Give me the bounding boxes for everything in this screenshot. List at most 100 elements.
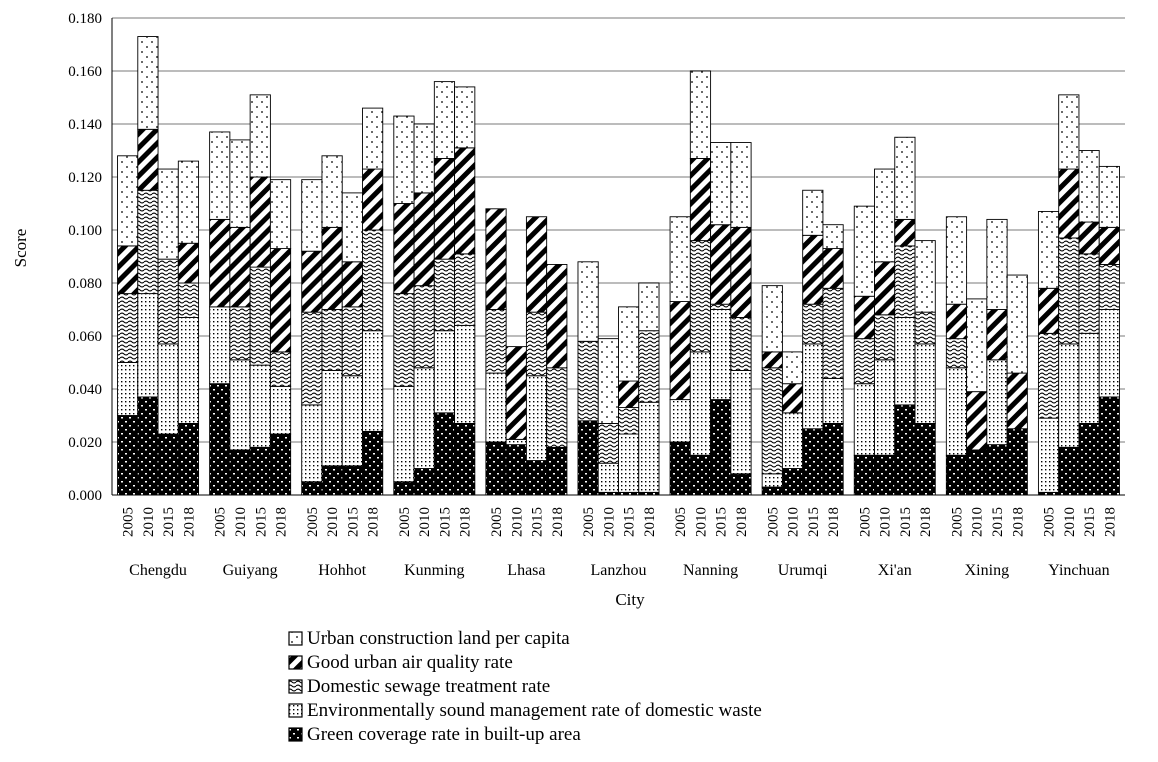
bar-segment-land [986,218,1008,310]
bar-segment-air [117,245,139,295]
bar-segment-land [577,261,599,342]
bar-segment-waste [301,404,323,483]
bar-segment-waste [249,364,271,448]
bar-segment-sewage [393,293,415,387]
legend-label: Environmentally sound management rate of… [307,700,762,721]
bar-segment-waste [485,372,507,443]
bar-segment-air [249,176,271,268]
bar-segment-land [761,285,783,353]
bar-segment-green [802,428,824,496]
bar-segment-air [393,203,415,295]
bar-segment-sewage [853,338,875,385]
bar-segment-waste [117,362,139,416]
bar-segment-land [802,189,824,236]
bar-segment-sewage [689,240,712,353]
x-tick-label: 2018 [550,507,566,537]
bar-segment-air [618,380,640,408]
bar-segment-green [157,433,179,496]
x-tick-label: 2015 [898,507,914,537]
bar-segment-waste [945,367,968,456]
bar-segment-waste [1098,309,1120,398]
bar-segment-green [249,446,271,496]
bar-segment-sewage [710,303,732,310]
bar-segment-sewage [137,189,159,295]
bar-segment-green [117,415,139,496]
bar-segment-green [577,420,599,496]
bar-segment-land [157,168,179,260]
bar-segment-waste [454,324,476,424]
bar-segment-air [689,157,712,242]
bar-segment-land [269,179,292,249]
x-tick-label: 2010 [509,507,525,537]
legend-swatch-air [288,655,303,670]
bar-segment-green [301,481,323,496]
bar-segment-land [137,36,159,130]
bar-segment-sewage [525,311,548,377]
bar-segment-waste [597,462,619,493]
x-tick-label: 2015 [714,507,730,537]
bar-segment-air [209,218,231,308]
x-tick-label: 2018 [366,507,382,537]
bar-segment-sewage [597,423,619,464]
bar-segment-waste [853,383,875,456]
x-tick-label: 2005 [1042,507,1058,537]
bar-segment-waste [669,399,691,443]
bar-segment-waste [413,367,435,469]
bar-segment-land [177,160,200,244]
bar-segment-waste [874,359,896,456]
x-tick-label: 2015 [161,507,177,537]
bar-segment-green [822,423,844,496]
bar-segment-waste [618,433,640,493]
x-tick-label: 2015 [806,507,822,537]
x-tick-label: 2015 [622,507,638,537]
y-tick-label: 0.080 [68,276,102,292]
bar-segment-sewage [249,266,271,366]
x-tick-label: 2010 [878,507,894,537]
x-tick-label: 2005 [121,507,137,537]
bar-segment-green [853,454,875,496]
x-tick-label: 2018 [181,507,197,537]
bar-segment-air [454,147,476,255]
bar-segment-air [177,242,200,284]
bar-segment-waste [433,330,456,414]
bar-segment-land [730,142,752,228]
y-tick-label: 0.000 [68,488,102,504]
bar-segment-waste [177,317,200,424]
legend-swatch-waste [288,703,303,718]
x-tick-label: 2015 [253,507,269,537]
bar-segment-waste [209,306,231,385]
bar-segment-sewage [1078,253,1100,334]
legend: Urban construction land per capita Good u… [288,628,762,745]
bar-segment-waste [362,330,384,432]
bar-segment-sewage [1098,264,1120,310]
bar-segment-air [710,224,732,305]
bar-segment-green [546,446,568,496]
bar-segment-green [1098,396,1120,496]
bar-segment-air [413,192,435,287]
bar-segment-waste [710,309,732,401]
x-axis-title: City [615,590,645,609]
bar-segment-land [301,179,323,252]
bar-segment-waste [894,317,916,406]
legend-label: Domestic sewage treatment rate [307,676,550,697]
y-tick-labels: 0.000 0.020 0.040 0.060 0.080 0.100 0.120 0.140… [68,11,102,504]
bar-segment-waste [1037,417,1060,493]
bar-segment-air [505,346,527,440]
bar-segment-sewage [618,407,640,435]
x-tick-label: 2010 [601,507,617,537]
bar-segment-green [485,441,507,496]
bar-segment-air [986,309,1008,361]
legend-swatch-sewage [288,679,303,694]
bar-segment-sewage [117,293,139,363]
bar-segment-land [1098,165,1120,228]
x-tick-label: 2005 [397,507,413,537]
x-tick-label: 2010 [1062,507,1078,537]
bars [117,36,1120,496]
bar-segment-waste [157,343,179,435]
bar-segment-air [802,234,824,305]
bar-segment-green [209,383,231,496]
bar-segment-waste [730,370,752,475]
y-tick-label: 0.100 [68,223,102,239]
